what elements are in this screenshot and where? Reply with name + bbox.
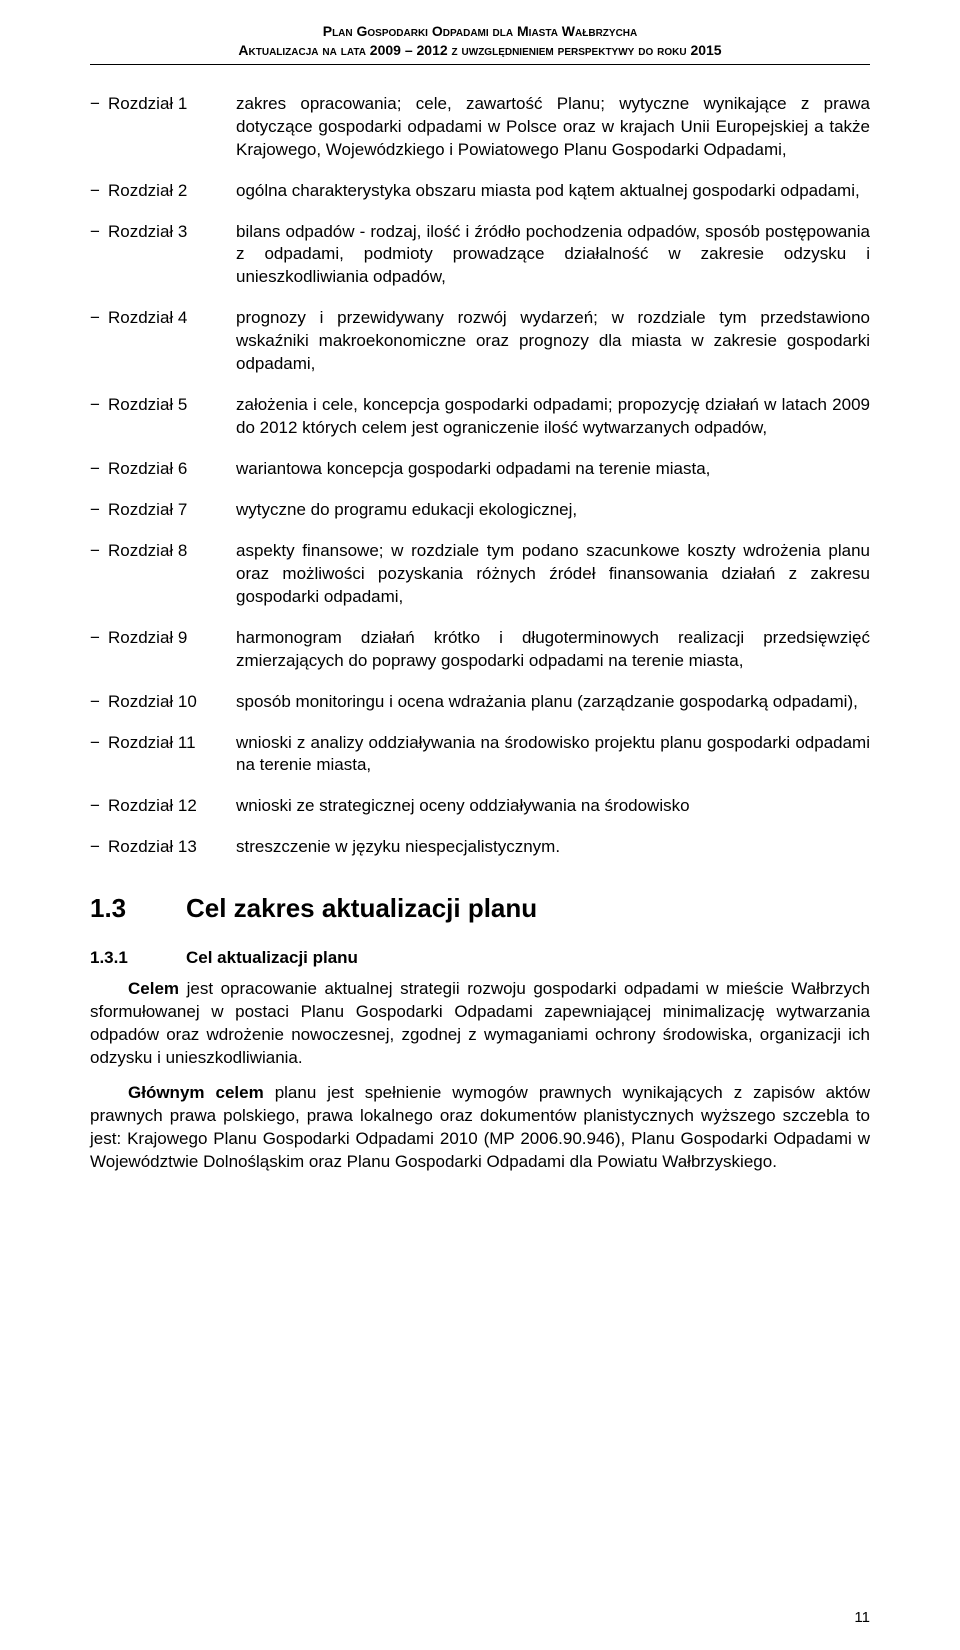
header-line-1: Plan Gospodarki Odpadami dla Miasta Wałb… (90, 22, 870, 41)
p1-lead: Celem (128, 979, 179, 998)
chapter-label: Rozdział 5 (108, 394, 236, 417)
chapter-row: −Rozdział 1zakres opracowania; cele, zaw… (90, 93, 870, 162)
subsection-number: 1.3.1 (90, 948, 186, 968)
chapter-list: −Rozdział 1zakres opracowania; cele, zaw… (90, 93, 870, 860)
chapter-label: Rozdział 11 (108, 732, 236, 755)
chapter-row: −Rozdział 10sposób monitoringu i ocena w… (90, 691, 870, 714)
chapter-row: −Rozdział 9harmonogram działań krótko i … (90, 627, 870, 673)
section-heading: 1.3Cel zakres aktualizacji planu (90, 893, 870, 924)
page-number: 11 (854, 1609, 870, 1626)
chapter-description: wariantowa koncepcja gospodarki odpadami… (236, 458, 870, 481)
chapter-description: aspekty finansowe; w rozdziale tym podan… (236, 540, 870, 609)
body-paragraph-1: Celem jest opracowanie aktualnej strateg… (90, 978, 870, 1070)
list-dash: − (90, 691, 108, 714)
chapter-description: zakres opracowania; cele, zawartość Plan… (236, 93, 870, 162)
list-dash: − (90, 836, 108, 859)
chapter-label: Rozdział 3 (108, 221, 236, 244)
chapter-row: −Rozdział 11wnioski z analizy oddziaływa… (90, 732, 870, 778)
chapter-label: Rozdział 10 (108, 691, 236, 714)
page-header: Plan Gospodarki Odpadami dla Miasta Wałb… (90, 22, 870, 65)
chapter-description: wnioski z analizy oddziaływania na środo… (236, 732, 870, 778)
chapter-label: Rozdział 12 (108, 795, 236, 818)
chapter-description: wnioski ze strategicznej oceny oddziaływ… (236, 795, 870, 818)
chapter-label: Rozdział 2 (108, 180, 236, 203)
list-dash: − (90, 627, 108, 650)
list-dash: − (90, 732, 108, 755)
chapter-row: −Rozdział 3bilans odpadów - rodzaj, iloś… (90, 221, 870, 290)
list-dash: − (90, 499, 108, 522)
section-title: Cel zakres aktualizacji planu (186, 893, 537, 923)
document-page: Plan Gospodarki Odpadami dla Miasta Wałb… (0, 0, 960, 1650)
chapter-row: −Rozdział 6wariantowa koncepcja gospodar… (90, 458, 870, 481)
chapter-label: Rozdział 6 (108, 458, 236, 481)
p1-rest: jest opracowanie aktualnej strategii roz… (90, 979, 870, 1067)
p2-lead: Głównym celem (128, 1083, 264, 1102)
chapter-description: harmonogram działań krótko i długotermin… (236, 627, 870, 673)
body-paragraph-2: Głównym celem planu jest spełnienie wymo… (90, 1082, 870, 1174)
chapter-description: prognozy i przewidywany rozwój wydarzeń;… (236, 307, 870, 376)
chapter-description: bilans odpadów - rodzaj, ilość i źródło … (236, 221, 870, 290)
chapter-label: Rozdział 1 (108, 93, 236, 116)
chapter-label: Rozdział 8 (108, 540, 236, 563)
header-line-2: Aktualizacja na lata 2009 – 2012 z uwzgl… (90, 41, 870, 60)
chapter-row: −Rozdział 8aspekty finansowe; w rozdzial… (90, 540, 870, 609)
list-dash: − (90, 795, 108, 818)
chapter-row: −Rozdział 2ogólna charakterystyka obszar… (90, 180, 870, 203)
chapter-description: sposób monitoringu i ocena wdrażania pla… (236, 691, 870, 714)
list-dash: − (90, 307, 108, 330)
section-number: 1.3 (90, 893, 186, 924)
list-dash: − (90, 394, 108, 417)
chapter-row: −Rozdział 4prognozy i przewidywany rozwó… (90, 307, 870, 376)
chapter-label: Rozdział 7 (108, 499, 236, 522)
list-dash: − (90, 180, 108, 203)
list-dash: − (90, 540, 108, 563)
chapter-row: −Rozdział 7wytyczne do programu edukacji… (90, 499, 870, 522)
subsection-heading: 1.3.1Cel aktualizacji planu (90, 948, 870, 968)
chapter-label: Rozdział 13 (108, 836, 236, 859)
chapter-row: −Rozdział 12wnioski ze strategicznej oce… (90, 795, 870, 818)
chapter-label: Rozdział 4 (108, 307, 236, 330)
chapter-description: ogólna charakterystyka obszaru miasta po… (236, 180, 870, 203)
chapter-description: wytyczne do programu edukacji ekologiczn… (236, 499, 870, 522)
chapter-label: Rozdział 9 (108, 627, 236, 650)
list-dash: − (90, 221, 108, 244)
list-dash: − (90, 93, 108, 116)
subsection-title: Cel aktualizacji planu (186, 948, 358, 967)
chapter-row: −Rozdział 5założenia i cele, koncepcja g… (90, 394, 870, 440)
list-dash: − (90, 458, 108, 481)
chapter-row: −Rozdział 13streszczenie w języku niespe… (90, 836, 870, 859)
chapter-description: założenia i cele, koncepcja gospodarki o… (236, 394, 870, 440)
chapter-description: streszczenie w języku niespecjalistyczny… (236, 836, 870, 859)
